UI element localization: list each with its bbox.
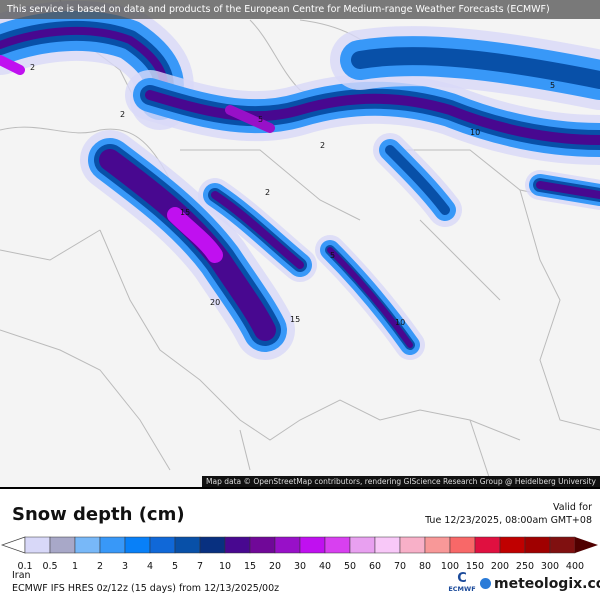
- valid-datetime: Tue 12/23/2025, 08:00am GMT+08: [425, 515, 592, 526]
- under-arrow: [0, 536, 26, 554]
- color-swatch: [424, 536, 451, 554]
- contour-label: 20: [210, 298, 220, 307]
- color-swatch: [174, 536, 201, 554]
- color-swatch: [199, 536, 226, 554]
- contour-label: 10: [470, 128, 480, 137]
- color-swatch: [99, 536, 126, 554]
- snow-band: [351, 47, 600, 89]
- tick-label: 80: [419, 561, 431, 572]
- color-swatch: [324, 536, 351, 554]
- tick-label: 150: [466, 561, 484, 572]
- color-swatch: [274, 536, 301, 554]
- snow-band: [0, 55, 25, 75]
- color-swatch: [149, 536, 176, 554]
- contour-label: 5: [330, 251, 335, 260]
- ecmwf-notice-banner: This service is based on data and produc…: [0, 0, 600, 19]
- color-swatch: [249, 536, 276, 554]
- snow-depth-map[interactable]: 2 2 5 10 15 20 2 5 10 15 5 2 This service is based …: [0, 0, 600, 489]
- color-swatch: [49, 536, 76, 554]
- borders: [0, 0, 600, 481]
- snow-band: [167, 207, 223, 263]
- region-name: Iran: [12, 570, 31, 581]
- snow-band: [536, 181, 600, 199]
- snow-overlay: [0, 0, 600, 360]
- tick-label: 60: [369, 561, 381, 572]
- tick-label: 2: [97, 561, 103, 572]
- snow-band: [145, 90, 600, 145]
- contour-label: 2: [30, 63, 35, 72]
- model-run: ECMWF IFS HRES 0z/12z (15 days) from 12/…: [12, 583, 280, 594]
- color-swatch: [24, 536, 51, 554]
- valid-time: Valid for Tue 12/23/2025, 08:00am GMT+08: [425, 501, 592, 527]
- contour-label: 5: [258, 115, 263, 124]
- valid-label: Valid for: [553, 502, 592, 513]
- contour-label: 5: [550, 81, 555, 90]
- meteologix-logo[interactable]: meteologix.com: [480, 576, 600, 592]
- tick-label: 5: [172, 561, 178, 572]
- tick-label: 20: [269, 561, 281, 572]
- snow-band: [327, 247, 413, 348]
- color-swatch: [74, 536, 101, 554]
- snow-band: [225, 105, 275, 133]
- color-swatch: [499, 536, 526, 554]
- over-arrow: [575, 537, 598, 553]
- tick-label: 7: [197, 561, 203, 572]
- meteologix-icon: [480, 578, 491, 589]
- tick-label: 70: [394, 561, 406, 572]
- contour-label: 10: [395, 318, 405, 327]
- color-swatch: [449, 536, 476, 554]
- tick-label: 100: [441, 561, 459, 572]
- tick-label: 300: [541, 561, 559, 572]
- tick-label: 50: [344, 561, 356, 572]
- tick-label: 10: [219, 561, 231, 572]
- color-swatch: [549, 536, 576, 554]
- legend-title: Snow depth (cm): [12, 504, 185, 525]
- tick-label: 40: [319, 561, 331, 572]
- tick-label: 0.1: [17, 561, 32, 572]
- color-swatch: [374, 536, 401, 554]
- snow-band: [211, 191, 304, 269]
- contour-label: 15: [180, 208, 190, 217]
- contour-label: 2: [120, 110, 125, 119]
- color-swatch: [349, 536, 376, 554]
- color-swatch: [224, 536, 251, 554]
- color-scale: 0.1 0.5 1 2 3 4 5 7 10 15 20 30 40 50 60 70 80 100 150 200 2…: [0, 536, 598, 572]
- tick-label: 3: [122, 561, 128, 572]
- contour-label: 15: [290, 315, 300, 324]
- color-swatch: [474, 536, 501, 554]
- snow-band: [385, 145, 450, 215]
- color-swatch: [524, 536, 551, 554]
- ecmwf-logo: C ECMWF: [448, 571, 476, 593]
- tick-label: 30: [294, 561, 306, 572]
- color-swatch: [299, 536, 326, 554]
- tick-label: 1: [72, 561, 78, 572]
- tick-label: 250: [516, 561, 534, 572]
- contour-label: 2: [320, 141, 325, 150]
- tick-label: 15: [244, 561, 256, 572]
- tick-label: 200: [491, 561, 509, 572]
- tick-label: 0.5: [42, 561, 57, 572]
- contour-label: 2: [265, 188, 270, 197]
- tick-label: 4: [147, 561, 153, 572]
- map-attribution: Map data © OpenStreetMap contributors, r…: [202, 476, 600, 487]
- color-swatch: [124, 536, 151, 554]
- tick-label: 400: [566, 561, 584, 572]
- color-swatch: [399, 536, 426, 554]
